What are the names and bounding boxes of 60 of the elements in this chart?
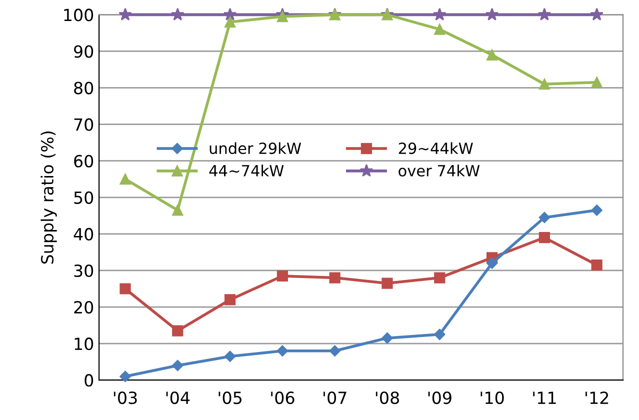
- point: [382, 278, 393, 289]
- point: [486, 258, 498, 269]
- point: [382, 332, 393, 344]
- legend-label: over 74kW: [398, 164, 480, 177]
- x-tick-label: '08: [376, 392, 399, 404]
- point: [120, 283, 131, 294]
- y-tick-label: 10: [74, 338, 94, 350]
- point: [538, 232, 550, 244]
- point: [224, 294, 236, 306]
- point: [172, 204, 184, 216]
- point: [434, 328, 446, 340]
- y-tick-label: 70: [74, 118, 94, 131]
- y-tick-label: 80: [74, 82, 94, 94]
- point: [276, 345, 288, 356]
- x-tick-label: '09: [428, 392, 452, 404]
- point: [434, 24, 446, 35]
- point: [486, 49, 498, 60]
- point: [224, 16, 236, 28]
- point: [329, 345, 340, 356]
- y-tick-label: 40: [74, 228, 94, 241]
- point: [171, 8, 184, 20]
- y-tick-label: 60: [74, 154, 94, 168]
- x-tick-label: '07: [324, 392, 346, 404]
- y-tick-label: 20: [74, 300, 94, 314]
- point: [120, 174, 131, 185]
- x-tick-label: '12: [586, 392, 608, 404]
- x-tick-label: '11: [533, 392, 556, 404]
- point: [591, 259, 602, 271]
- point: [538, 8, 552, 20]
- point: [118, 8, 132, 20]
- point: [276, 10, 288, 22]
- point: [223, 8, 237, 20]
- point: [329, 272, 340, 284]
- point: [172, 360, 184, 372]
- point: [224, 350, 236, 362]
- y-axis-title: Supply ratio (%): [40, 132, 57, 264]
- legend-label: under 29kW: [210, 142, 302, 154]
- x-tick-label: '03: [114, 392, 137, 404]
- x-tick-label: '06: [271, 392, 294, 404]
- y-tick-label: 90: [74, 45, 94, 58]
- point: [538, 78, 550, 90]
- y-tick-label: 30: [74, 264, 94, 278]
- point: [591, 76, 602, 88]
- legend-label: 44~74kW: [209, 164, 284, 176]
- x-tick-label: '10: [480, 392, 504, 404]
- point: [434, 272, 446, 284]
- point: [432, 8, 446, 20]
- y-tick-label: 0: [84, 374, 94, 387]
- x-tick-label: '04: [166, 392, 190, 404]
- point: [538, 212, 550, 224]
- point: [120, 370, 131, 382]
- y-tick-label: 100: [64, 8, 94, 22]
- y-tick-label: 50: [74, 191, 94, 204]
- point: [485, 8, 499, 20]
- point: [591, 204, 602, 216]
- point: [276, 270, 288, 282]
- point: [172, 325, 184, 336]
- legend-label: 29~44kW: [398, 142, 473, 154]
- x-tick-label: '05: [218, 392, 242, 404]
- point: [590, 8, 604, 20]
